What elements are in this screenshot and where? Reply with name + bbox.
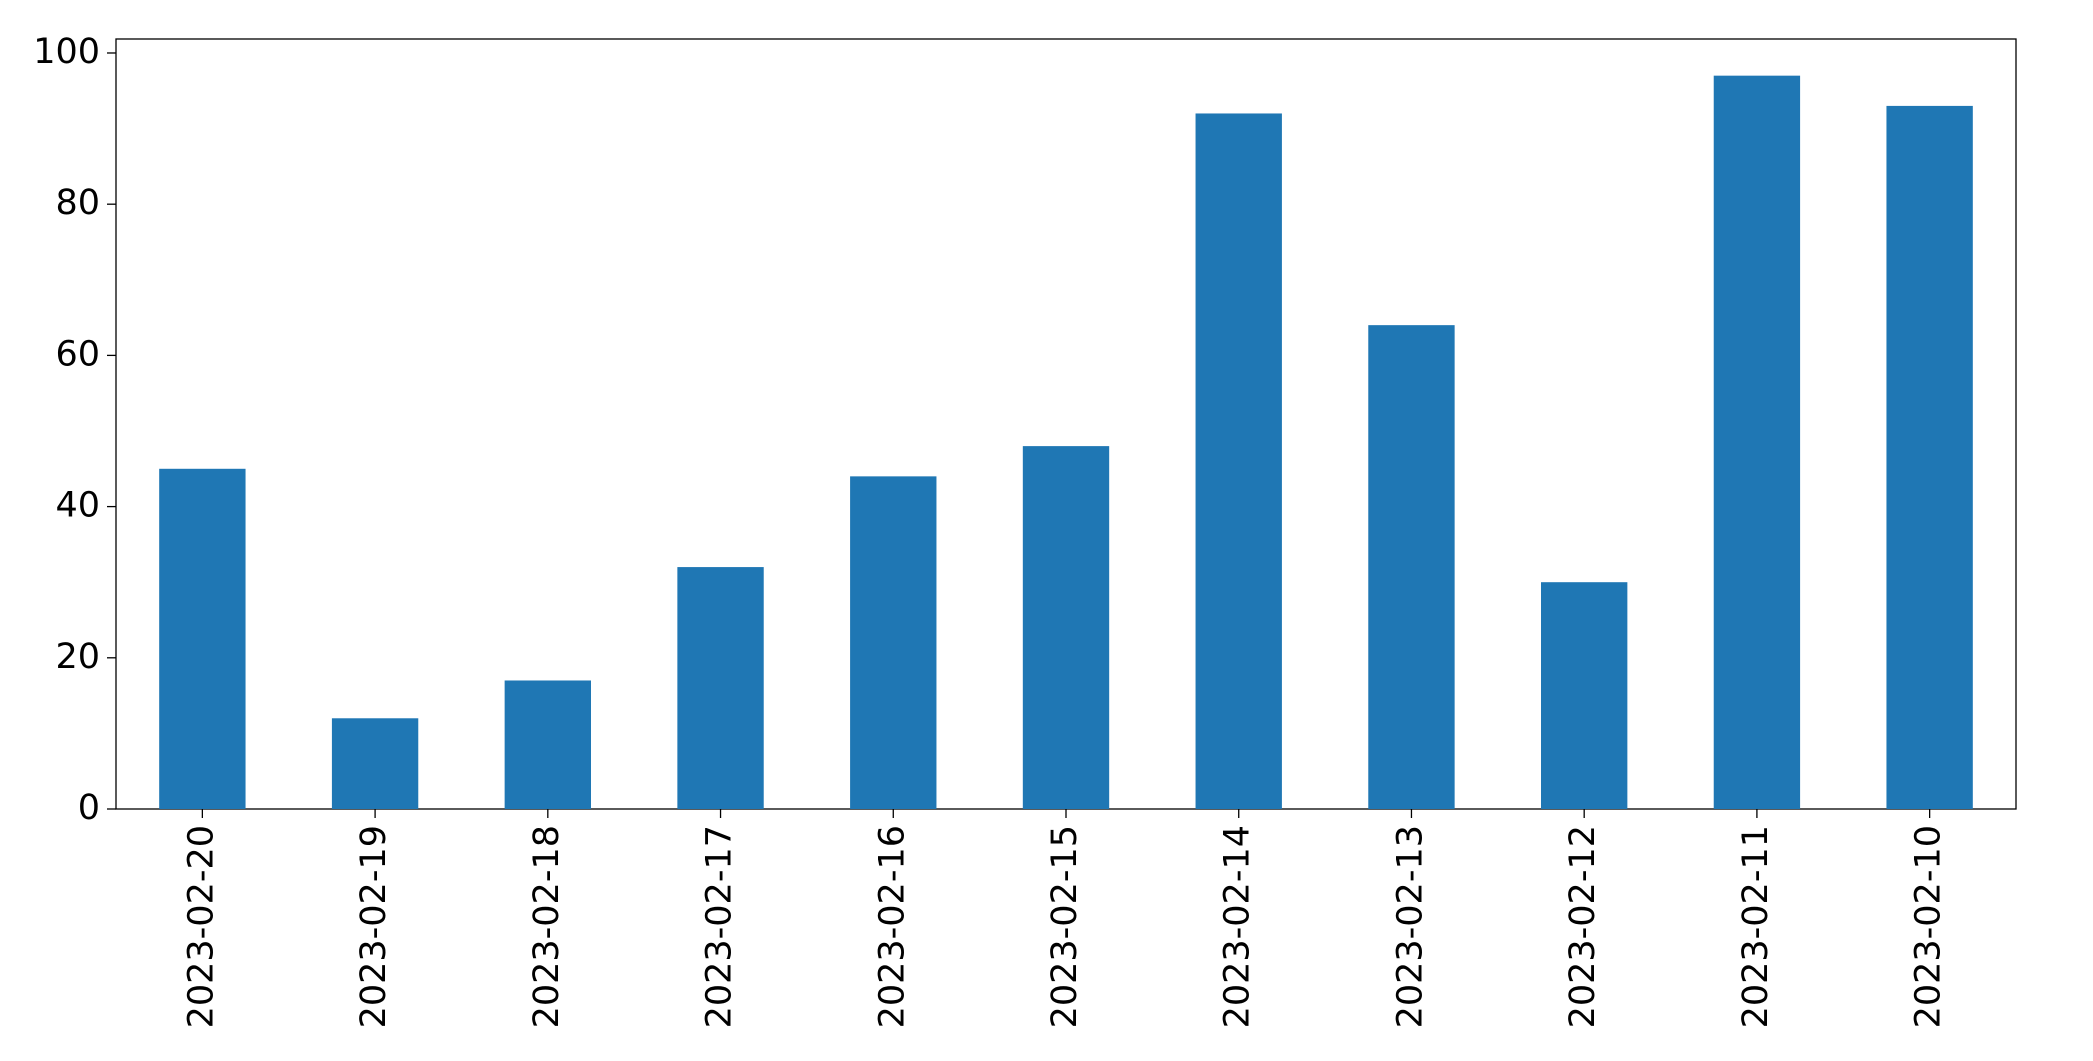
x-tick-label: 2023-02-17 <box>700 825 740 1028</box>
x-tick-label: 2023-02-19 <box>354 825 394 1028</box>
x-tick-label: 2023-02-20 <box>181 825 221 1028</box>
bar <box>159 468 246 809</box>
y-tick-label: 60 <box>55 334 100 374</box>
x-tick-label: 2023-02-16 <box>872 825 912 1028</box>
x-tick-label: 2023-02-11 <box>1736 825 1776 1028</box>
bar <box>504 680 591 809</box>
bar <box>1541 582 1628 809</box>
bar <box>677 567 764 809</box>
x-tick-label: 2023-02-10 <box>1909 825 1949 1028</box>
x-tick-label: 2023-02-18 <box>527 825 567 1028</box>
bar <box>331 718 419 809</box>
bar <box>850 476 937 809</box>
y-tick-label: 20 <box>55 637 100 677</box>
y-tick-label: 0 <box>78 788 100 828</box>
bar <box>1195 113 1282 810</box>
y-tick-label: 100 <box>33 32 100 72</box>
bar <box>1368 325 1455 809</box>
y-tick-label: 40 <box>55 486 100 526</box>
x-tick-label: 2023-02-14 <box>1218 825 1258 1028</box>
x-tick-label: 2023-02-15 <box>1045 825 1085 1028</box>
y-tick-label: 80 <box>55 183 100 223</box>
bar <box>1022 446 1110 809</box>
x-tick-label: 2023-02-13 <box>1390 825 1430 1028</box>
x-tick-label: 2023-02-12 <box>1563 825 1603 1028</box>
bar <box>1713 75 1801 809</box>
bar <box>1886 105 1973 809</box>
